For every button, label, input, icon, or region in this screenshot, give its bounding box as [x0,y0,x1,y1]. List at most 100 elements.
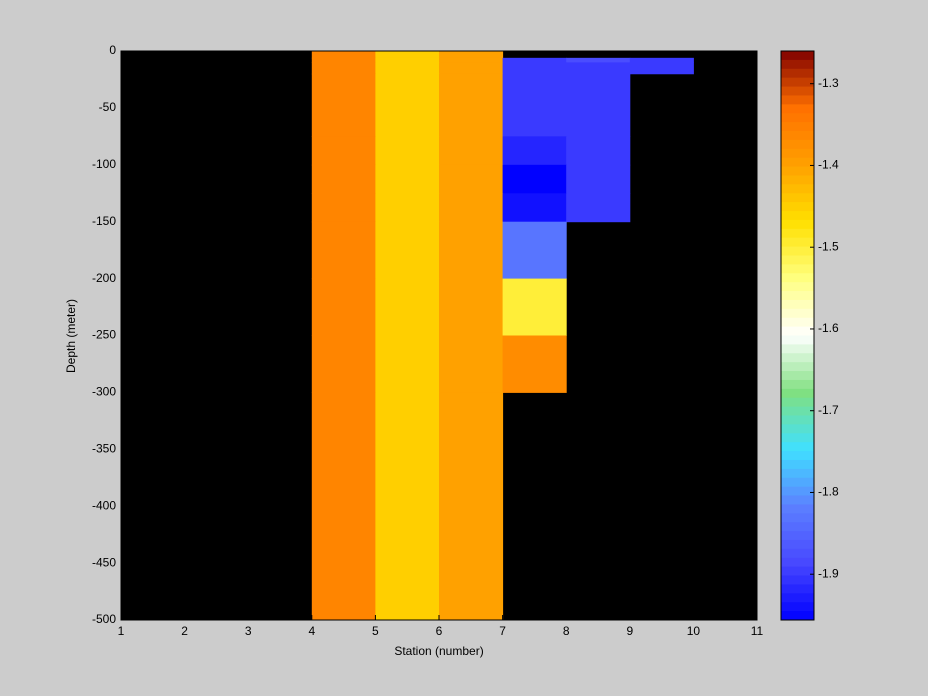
colorbar-swatch [781,451,814,461]
colorbar-swatch [781,459,814,470]
cell [502,164,567,194]
colorbar-swatch [781,504,814,514]
colorbar-swatch [781,406,814,417]
colorbar-swatch [781,557,814,568]
colorbar-swatch [781,433,814,443]
cell [375,73,440,137]
colorbar-tick-label: -1.9 [818,566,839,580]
cell [439,51,504,59]
colorbar-swatch [781,148,814,159]
cell [439,193,504,223]
colorbar-swatch [781,131,814,141]
colorbar-swatch [781,593,814,603]
colorbar-tick-label: -1.3 [818,76,839,90]
x-tick-label: 5 [372,624,379,638]
colorbar-swatch [781,237,814,248]
x-tick-label: 9 [626,624,633,638]
colorbar-swatch [781,77,814,88]
colorbar-swatch [781,166,814,176]
y-tick-label: -50 [99,100,117,114]
colorbar-swatch [781,531,814,541]
cell [311,164,376,194]
cell [375,51,440,59]
cell [311,221,376,280]
y-tick-label: -400 [92,498,116,512]
colorbar-swatch [781,246,814,256]
cell [502,221,567,280]
colorbar-swatch [781,335,814,345]
colorbar-swatch [781,566,814,577]
colorbar-swatch [781,95,814,105]
x-tick-label: 2 [181,624,188,638]
colorbar-tick-label: -1.7 [818,403,839,417]
y-tick-label: -350 [92,441,116,455]
cell [375,62,440,75]
x-tick-label: 7 [499,624,506,638]
cell [439,278,504,336]
x-axis-label: Station (number) [394,644,483,658]
cell [375,392,440,621]
cell [375,278,440,336]
colorbar-swatch [781,122,814,132]
colorbar-swatch [781,299,814,310]
cell [566,193,631,223]
colorbar-swatch [781,51,814,61]
colorbar-swatch [781,228,814,239]
colorbar-swatch [781,468,814,479]
colorbar-swatch [781,379,814,390]
cell [566,136,631,166]
x-tick-label: 4 [308,624,315,638]
colorbar-swatch [781,486,814,497]
cell [439,136,504,166]
colorbar-swatch [781,86,814,96]
colorbar-swatch [781,602,814,612]
y-tick-label: -450 [92,555,116,569]
colorbar-swatch [781,219,814,230]
colorbar-swatch [781,575,814,585]
colorbar-swatch [781,397,814,408]
colorbar-swatch [781,193,814,203]
cell [375,335,440,393]
colorbar-swatch [781,442,814,452]
colorbar-swatch [781,317,814,328]
cell [311,136,376,166]
cell [502,136,567,166]
colorbar-swatch [781,362,814,372]
colorbar-swatch [781,344,814,354]
cell [629,57,694,63]
cell [439,57,504,63]
colorbar-swatch [781,139,814,150]
x-tick-label: 11 [751,624,764,638]
x-tick-label: 1 [118,624,125,638]
cell [311,62,376,75]
cell [439,335,504,393]
cell [439,392,504,621]
cell [375,136,440,166]
colorbar-swatch [781,157,814,168]
y-axis-label: Depth (meter) [64,299,78,373]
plot-frame [120,50,758,621]
cell [375,164,440,194]
cell [311,278,376,336]
colorbar-swatch [781,291,814,301]
cell [311,335,376,393]
x-tick-label: 6 [436,624,443,638]
y-tick-label: 0 [109,43,116,57]
cell [566,57,631,63]
y-tick-label: -200 [92,271,116,285]
colorbar-swatch [781,175,814,185]
colorbar-swatch [781,264,814,274]
colorbar-swatch [781,326,814,336]
colorbar-frame [780,50,815,621]
colorbar-swatch [781,282,814,292]
colorbar-swatch [781,273,814,283]
colorbar-tick-label: -1.8 [818,485,839,499]
colorbar-swatch [781,522,814,532]
cell [502,73,567,137]
colorbar-swatch [781,477,814,488]
cell [502,57,567,63]
colorbar-swatch [781,104,814,114]
cell [566,164,631,194]
colorbar-swatch [781,308,814,319]
x-tick-label: 8 [563,624,570,638]
